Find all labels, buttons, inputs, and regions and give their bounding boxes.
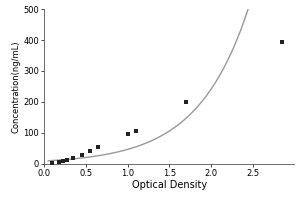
X-axis label: Optical Density: Optical Density [132, 180, 207, 190]
Y-axis label: Concentration(ng/mL): Concentration(ng/mL) [12, 40, 21, 133]
